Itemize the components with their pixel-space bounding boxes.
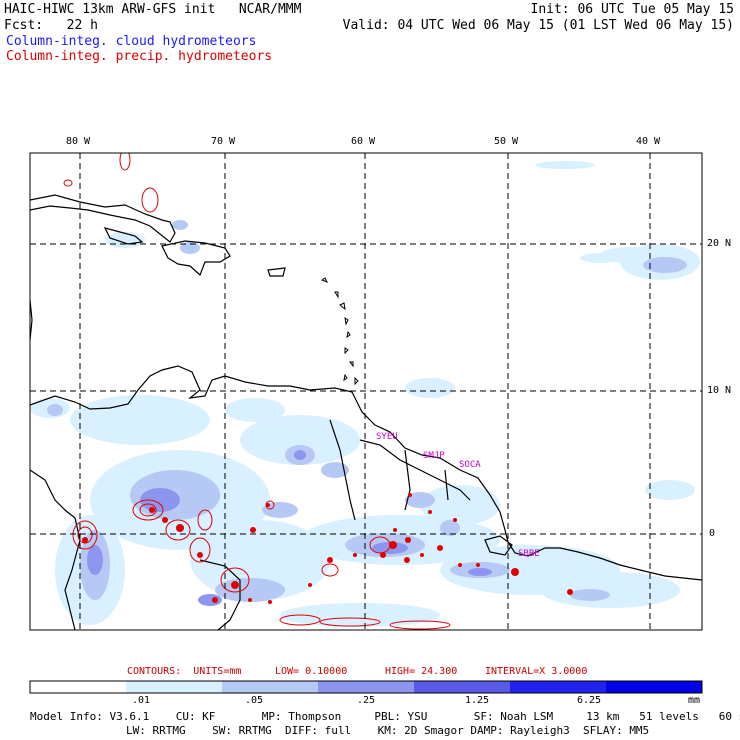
coastlines <box>30 194 702 630</box>
station-syeu: SYEU <box>376 432 398 442</box>
station-smjp: SMJP <box>423 451 445 461</box>
lon-label-80w: 80 W <box>66 136 91 147</box>
precip-legend-label: Column-integ. precip. hydrometeors <box>6 49 273 64</box>
lat-label-10n: 10 N <box>707 385 732 396</box>
colorbar-units: mm <box>688 695 701 706</box>
colorbar <box>29 680 703 694</box>
station-sbbe: SBBE <box>518 549 540 559</box>
colorbar-segment <box>126 681 222 693</box>
precip-contours <box>63 153 451 630</box>
colorbar-label-2: .25 <box>357 695 376 706</box>
colorbar-segment <box>222 681 318 693</box>
contour-high: HIGH= 24.300 <box>385 666 458 677</box>
valid-time: Valid: 04 UTC Wed 06 May 15 (01 LST Wed … <box>342 18 734 33</box>
contour-interval: INTERVAL=X 3.0000 <box>485 666 588 677</box>
lat-label-20n: 20 N <box>707 238 732 249</box>
lon-label-40w: 40 W <box>636 136 661 147</box>
precip-cores <box>82 493 573 604</box>
station-soca: SOCA <box>459 460 481 470</box>
lat-lon-grid <box>30 153 702 630</box>
lon-label-60w: 60 W <box>351 136 376 147</box>
forecast-line: Fcst: 22 h <box>4 19 98 33</box>
cloud-legend-label: Column-integ. cloud hydrometeors <box>6 34 257 49</box>
antilles-islands <box>320 277 359 386</box>
lon-label-50w: 50 W <box>494 136 519 147</box>
colorbar-segment <box>414 681 510 693</box>
contour-units: CONTOURS: UNITS=mm <box>127 666 242 677</box>
forecast-label: Fcst: <box>4 18 44 33</box>
forecast-hour: 22 h <box>66 18 98 33</box>
colorbar-frame <box>29 680 703 694</box>
colorbar-label-3: 1.25 <box>465 695 490 706</box>
colorbar-label-4: 6.25 <box>577 695 602 706</box>
colorbar-segment <box>606 681 702 693</box>
org-label: NCAR/MMM <box>238 2 302 17</box>
model-title: HAIC-HIWC 13km ARW-GFS init <box>4 2 216 17</box>
model-info-line2: LW: RRTMG SW: RRTMG DIFF: full KM: 2D Sm… <box>126 724 650 737</box>
lat-label-0: 0 <box>709 528 716 539</box>
model-info-line1: Model Info: V3.6.1 CU: KF MP: Thompson P… <box>30 710 740 723</box>
cloud-field-dark <box>87 450 492 606</box>
colorbar-segment <box>510 681 606 693</box>
map-frame <box>29 152 703 631</box>
colorbar-segment <box>30 681 126 693</box>
model-title-line: HAIC-HIWC 13km ARW-GFS init NCAR/MMM <box>4 3 301 17</box>
colorbar-label-0: .01 <box>132 695 151 706</box>
lon-label-70w: 70 W <box>211 136 236 147</box>
contour-low: LOW= 0.10000 <box>275 666 348 677</box>
colorbar-label-1: .05 <box>245 695 264 706</box>
colorbar-segment <box>318 681 414 693</box>
init-time: Init: 06 UTC Tue 05 May 15 <box>530 2 735 17</box>
